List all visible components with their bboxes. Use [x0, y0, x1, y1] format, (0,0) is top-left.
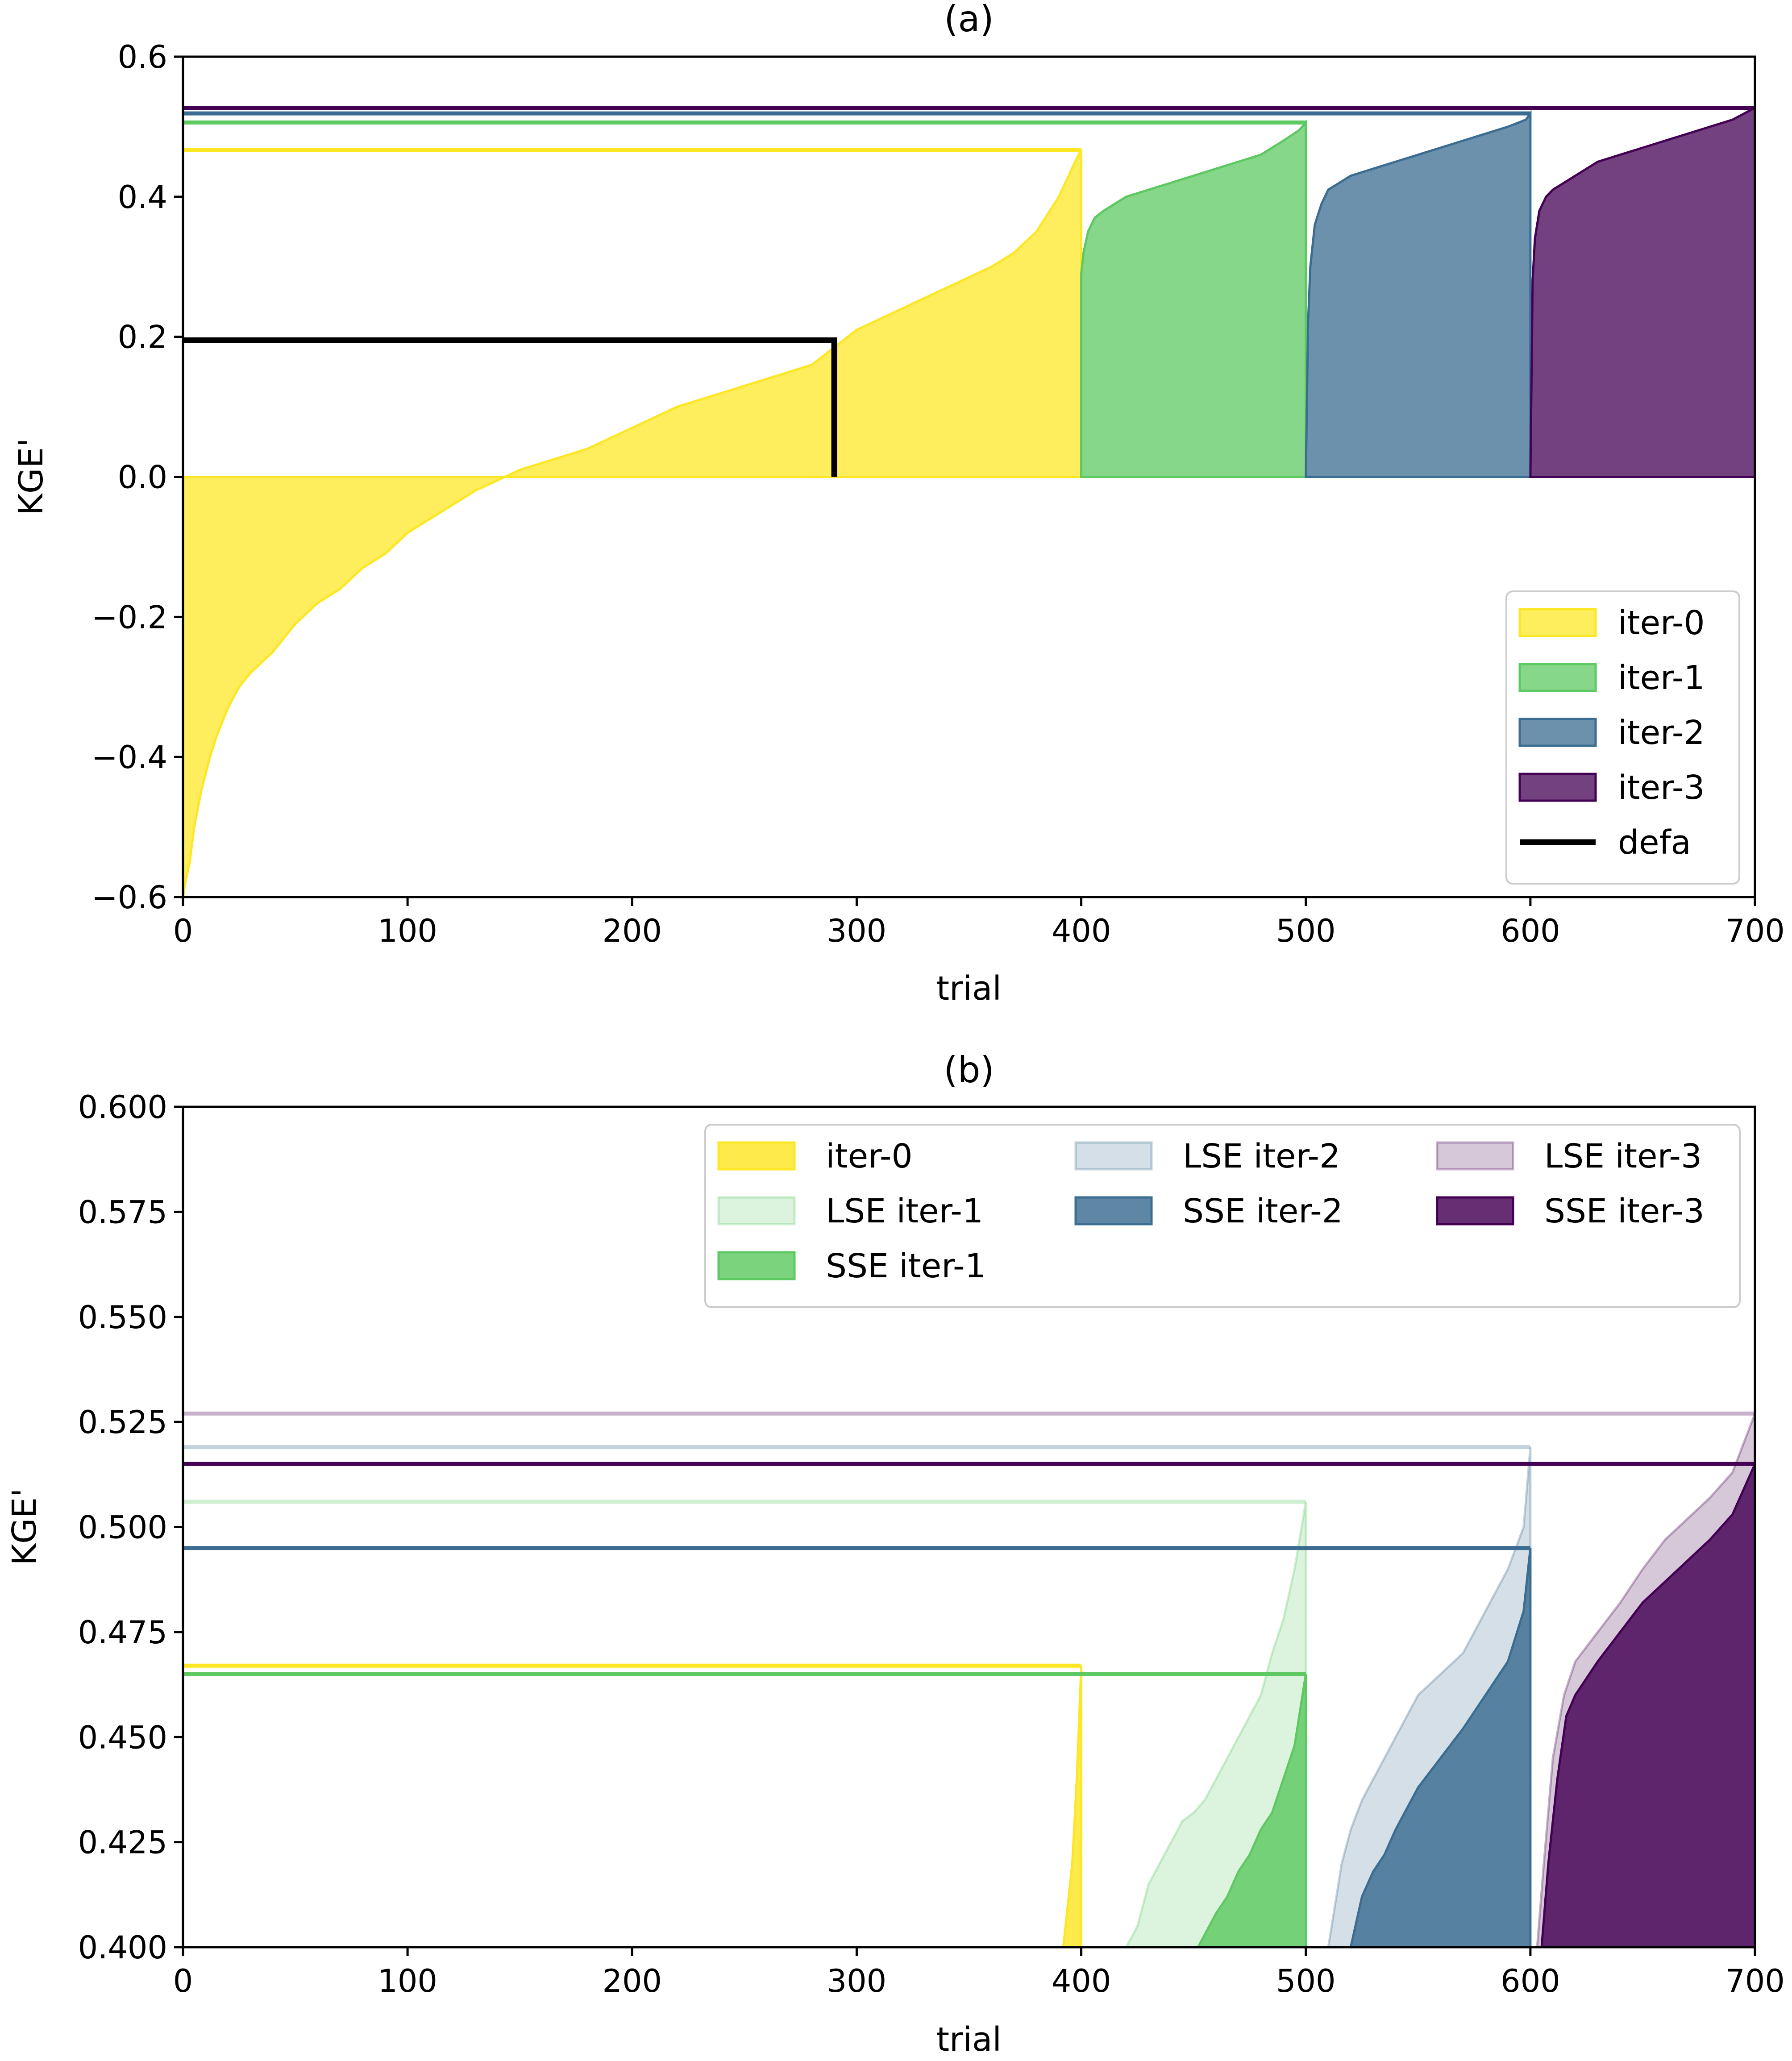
x-tick-label: 600 [1501, 1963, 1560, 1999]
y-tick-label: 0.450 [78, 1719, 167, 1756]
x-tick-label: 0 [173, 1963, 193, 1999]
panel-a-y-axis-label: KGE' [12, 438, 50, 515]
x-tick-label: 700 [1725, 913, 1785, 949]
y-tick-label: 0.4 [118, 179, 167, 216]
panel-a-reference-line-defa [183, 337, 837, 477]
panel-b-x-axis-label: trial [936, 2020, 1002, 2059]
x-tick-label: 100 [378, 1963, 437, 1999]
panel-b-area-sse-iter-3 [1540, 1463, 1756, 1949]
y-tick-label: 0.6 [118, 39, 167, 75]
legend-swatch [1518, 773, 1597, 802]
legend-swatch [717, 1251, 796, 1280]
legend-label: LSE iter-3 [1544, 1137, 1702, 1176]
y-tick-label: 0.575 [78, 1194, 167, 1230]
legend-swatch [717, 1196, 796, 1226]
legend-label: SSE iter-2 [1183, 1192, 1343, 1230]
legend-label: iter-1 [1618, 659, 1705, 697]
y-tick-label: −0.4 [91, 739, 167, 776]
panel-a: (a) trial KGE' 0 100 200 300 400 500 600 700 −0… [12, 0, 1785, 1008]
panel-b-x-ticks: 0 100 200 300 400 500 600 700 [173, 1947, 1785, 1999]
x-tick-label: 200 [602, 1963, 662, 1999]
y-tick-label: −0.6 [91, 879, 167, 916]
panel-b: (b) trial KGE' 0 100 200 300 400 500 600 700 0.… [5, 1049, 1785, 2059]
legend-swatch [1074, 1196, 1153, 1226]
y-tick-label: 0.600 [78, 1089, 167, 1126]
x-tick-label: 400 [1052, 1963, 1111, 1999]
legend-swatch [1518, 663, 1597, 692]
panel-a-x-axis-label: trial [936, 969, 1002, 1008]
x-tick-label: 300 [827, 1963, 887, 1999]
panel-a-y-ticks: −0.6 −0.4 −0.2 0.0 0.2 0.4 0.6 [91, 39, 183, 916]
panel-b-area-sse-iter-2 [1349, 1548, 1532, 1949]
x-tick-label: 500 [1276, 1963, 1336, 1999]
y-tick-label: 0.550 [78, 1299, 167, 1336]
panel-a-title: (a) [944, 0, 994, 40]
y-tick-label: 0.500 [78, 1509, 167, 1546]
legend-label: iter-0 [826, 1137, 913, 1176]
panel-b-legend: iter-0 LSE iter-1 SSE iter-1 LSE iter-2 SSE … [704, 1124, 1741, 1308]
panel-b-y-axis-label: KGE' [5, 1488, 44, 1566]
panel-a-area-iter-3 [1529, 106, 1756, 478]
legend-label: LSE iter-1 [826, 1192, 983, 1230]
y-tick-label: −0.2 [91, 599, 167, 636]
legend-label: SSE iter-3 [1544, 1192, 1705, 1230]
y-tick-label: 0.425 [78, 1824, 167, 1861]
panel-a-area-iter-1 [1080, 119, 1307, 478]
legend-label: SSE iter-1 [826, 1247, 986, 1285]
panel-a-area-iter-2 [1305, 110, 1532, 478]
legend-swatch [1074, 1141, 1153, 1171]
legend-swatch [1518, 718, 1597, 747]
y-tick-label: 0.475 [78, 1614, 167, 1651]
y-tick-label: 0.2 [118, 319, 167, 356]
panel-b-title: (b) [944, 1049, 994, 1091]
panel-a-plot-area [182, 106, 1756, 898]
panel-b-y-ticks: 0.400 0.425 0.450 0.475 0.500 0.525 0.550 0.575… [78, 1089, 183, 1966]
legend-label: iter-3 [1618, 769, 1705, 807]
x-tick-label: 300 [827, 913, 887, 949]
legend-swatch [1436, 1141, 1514, 1171]
x-tick-label: 400 [1052, 913, 1111, 949]
y-tick-label: 0.400 [78, 1929, 167, 1966]
panel-a-x-ticks: 0 100 200 300 400 500 600 700 [173, 897, 1785, 949]
legend-box [704, 1124, 1741, 1308]
panel-a-legend: iter-0 iter-1 iter-2 iter-3 defa [1505, 590, 1740, 885]
x-tick-label: 600 [1501, 913, 1560, 949]
legend-label: LSE iter-2 [1183, 1137, 1340, 1176]
x-tick-label: 0 [173, 913, 193, 949]
legend-swatch [1436, 1196, 1514, 1226]
x-tick-label: 500 [1276, 913, 1336, 949]
panel-b-plot-area [183, 1411, 1756, 1949]
legend-label: defa [1618, 823, 1691, 862]
x-tick-label: 200 [602, 913, 662, 949]
legend-swatch [1518, 608, 1597, 637]
x-tick-label: 100 [378, 913, 437, 949]
x-tick-label: 700 [1725, 1963, 1785, 1999]
y-tick-label: 0.525 [78, 1404, 167, 1441]
panel-a-area-iter-0 [182, 149, 1083, 898]
legend-label: iter-2 [1618, 714, 1705, 752]
legend-swatch [717, 1141, 796, 1171]
y-tick-label: 0.0 [118, 459, 167, 496]
legend-label: iter-0 [1618, 604, 1705, 642]
panel-b-area-iter-0 [1062, 1666, 1083, 1949]
